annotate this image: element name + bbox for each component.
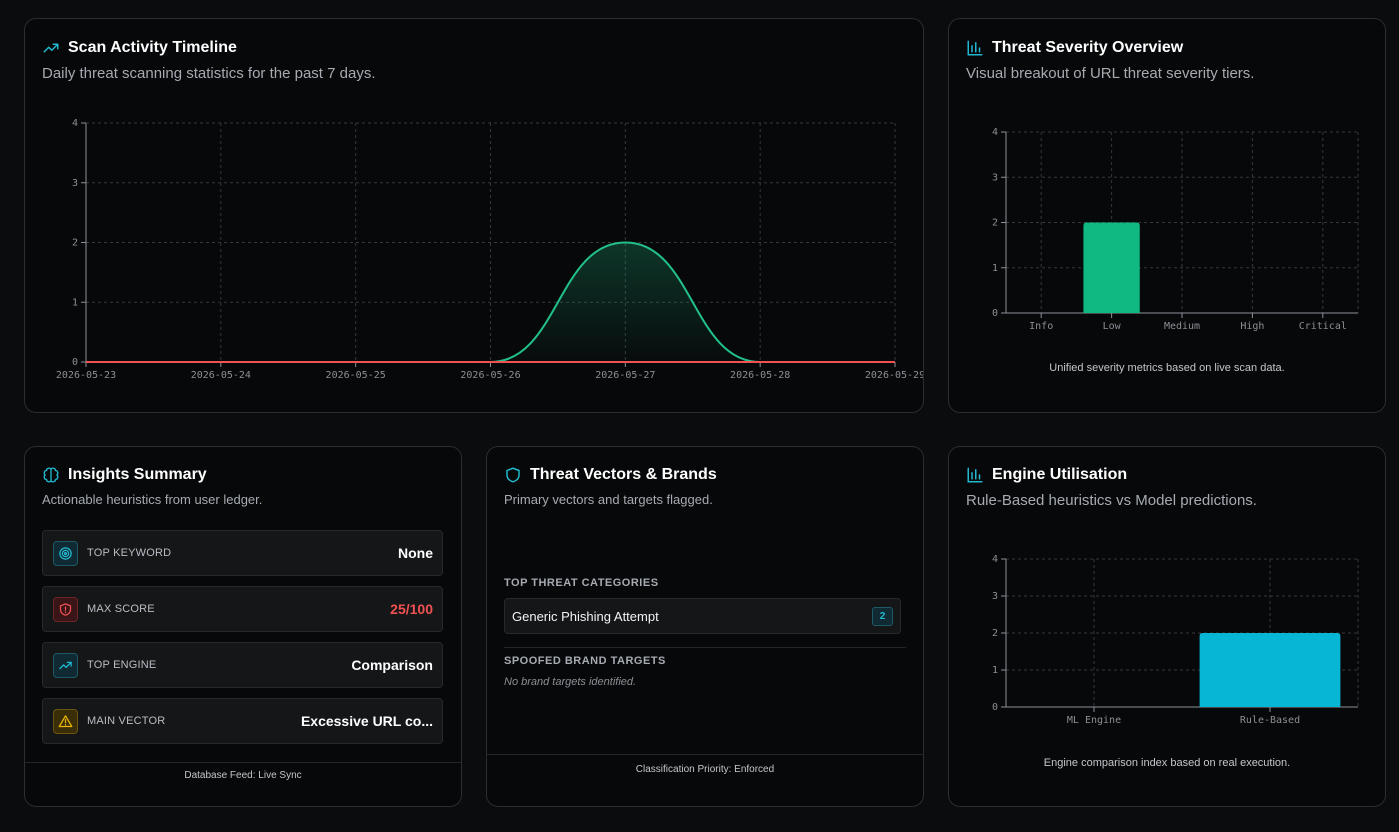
insights-title: Insights Summary [42, 466, 207, 484]
engine-title-text: Engine Utilisation [992, 466, 1128, 483]
severity-chart: 0 1 2 3 4 Info Low Medium High Critical [992, 127, 1359, 332]
y-tick-label: 0 [72, 357, 78, 368]
engine-subtitle: Rule-Based heuristics vs Model predictio… [966, 492, 1257, 509]
bar-chart-icon [967, 40, 983, 56]
top-threat-categories-label: TOP THREAT CATEGORIES [504, 577, 659, 589]
shield-alert-icon [53, 597, 78, 622]
section-divider [504, 647, 906, 648]
x-tick-label: 2026-05-24 [191, 370, 251, 381]
x-tick-label: ML Engine [1067, 715, 1121, 726]
scan-activity-card: Scan Activity Timeline Daily threat scan… [24, 18, 924, 413]
bar-low [1083, 222, 1140, 313]
warning-icon [53, 709, 78, 734]
severity-subtitle: Visual breakout of URL threat severity t… [966, 65, 1255, 82]
bar-chart-icon [967, 467, 983, 483]
engine-card: Engine Utilisation Rule-Based heuristics… [948, 446, 1386, 807]
severity-title-text: Threat Severity Overview [992, 39, 1184, 56]
trending-up-icon [43, 43, 59, 53]
y-tick-label: 2 [992, 218, 998, 229]
vectors-footer-divider [487, 754, 923, 755]
threat-vectors-card: Threat Vectors & Brands Primary vectors … [486, 446, 924, 807]
y-tick-label: 1 [992, 665, 998, 676]
insight-label: MAIN VECTOR [87, 715, 166, 727]
insight-value: 25/100 [390, 601, 433, 617]
x-tick-label: Medium [1164, 321, 1200, 332]
insight-label: TOP KEYWORD [87, 547, 172, 559]
insight-label: MAX SCORE [87, 603, 155, 615]
threat-category-count-badge: 2 [872, 607, 893, 626]
y-tick-label: 0 [992, 308, 998, 319]
x-tick-label: 2026-05-27 [595, 370, 655, 381]
y-tick-label: 3 [72, 178, 78, 189]
insight-value: Comparison [351, 657, 433, 673]
x-tick-label: 2026-05-26 [460, 370, 520, 381]
series-area [86, 242, 895, 362]
insights-title-text: Insights Summary [68, 466, 207, 483]
timeline-chart: 0 1 2 3 4 2026-05-23 2026-05-24 2026-05-25 2026-… [56, 118, 924, 381]
y-tick-label: 4 [992, 127, 998, 138]
x-tick-label: Critical [1299, 321, 1347, 332]
scan-activity-title-text: Scan Activity Timeline [68, 39, 237, 56]
severity-card: Threat Severity Overview Visual breakout… [948, 18, 1386, 413]
y-tick-label: 4 [992, 554, 998, 565]
vectors-footer: Classification Priority: Enforced [635, 764, 775, 775]
x-tick-label: Low [1103, 321, 1122, 332]
insight-row-main-vector: MAIN VECTOR Excessive URL co... [42, 698, 443, 744]
x-tick-label: Rule-Based [1240, 715, 1300, 726]
threat-category-item: Generic Phishing Attempt 2 [504, 598, 901, 634]
x-tick-label: 2026-05-25 [326, 370, 386, 381]
y-tick-label: 2 [992, 628, 998, 639]
y-tick-label: 0 [992, 702, 998, 713]
x-tick-label: 2026-05-23 [56, 370, 116, 381]
y-tick-label: 4 [72, 118, 78, 129]
insight-value: None [398, 545, 433, 561]
trending-up-icon [53, 653, 78, 678]
threat-vectors-title-text: Threat Vectors & Brands [530, 466, 717, 483]
severity-caption: Unified severity metrics based on live s… [1049, 362, 1285, 374]
y-tick-label: 1 [72, 297, 78, 308]
scan-activity-title: Scan Activity Timeline [42, 39, 237, 57]
y-tick-label: 3 [992, 172, 998, 183]
severity-title: Threat Severity Overview [966, 39, 1183, 57]
insights-footer: Database Feed: Live Sync [184, 770, 302, 781]
bar-rule-based [1199, 633, 1341, 707]
scan-activity-subtitle: Daily threat scanning statistics for the… [42, 65, 376, 82]
insight-value: Excessive URL co... [300, 713, 433, 729]
spoofed-brand-targets-label: SPOOFED BRAND TARGETS [504, 655, 666, 667]
threat-vectors-title: Threat Vectors & Brands [504, 466, 717, 484]
x-tick-label: Info [1029, 321, 1053, 332]
shield-icon [506, 467, 520, 483]
y-tick-label: 1 [992, 263, 998, 274]
threat-vectors-subtitle: Primary vectors and targets flagged. [504, 492, 713, 507]
target-icon [53, 541, 78, 566]
insight-label: TOP ENGINE [87, 659, 157, 671]
threat-category-name: Generic Phishing Attempt [512, 609, 659, 624]
engine-caption: Engine comparison index based on real ex… [1043, 757, 1291, 769]
y-tick-label: 3 [992, 591, 998, 602]
insight-row-top-keyword: TOP KEYWORD None [42, 530, 443, 576]
insights-card: Insights Summary Actionable heuristics f… [24, 446, 462, 807]
x-tick-label: 2026-05-28 [730, 370, 790, 381]
x-tick-label: 2026-05-29 [865, 370, 924, 381]
insight-row-max-score: MAX SCORE 25/100 [42, 586, 443, 632]
insights-subtitle: Actionable heuristics from user ledger. [42, 492, 263, 507]
engine-title: Engine Utilisation [966, 466, 1127, 484]
brain-icon [43, 467, 59, 483]
y-tick-label: 2 [72, 238, 78, 249]
engine-chart: 0 1 2 3 4 ML Engine Rule-Based [992, 554, 1359, 726]
brand-targets-empty: No brand targets identified. [504, 676, 637, 688]
insight-row-top-engine: TOP ENGINE Comparison [42, 642, 443, 688]
insights-footer-divider [25, 762, 461, 763]
x-tick-label: High [1240, 321, 1264, 332]
